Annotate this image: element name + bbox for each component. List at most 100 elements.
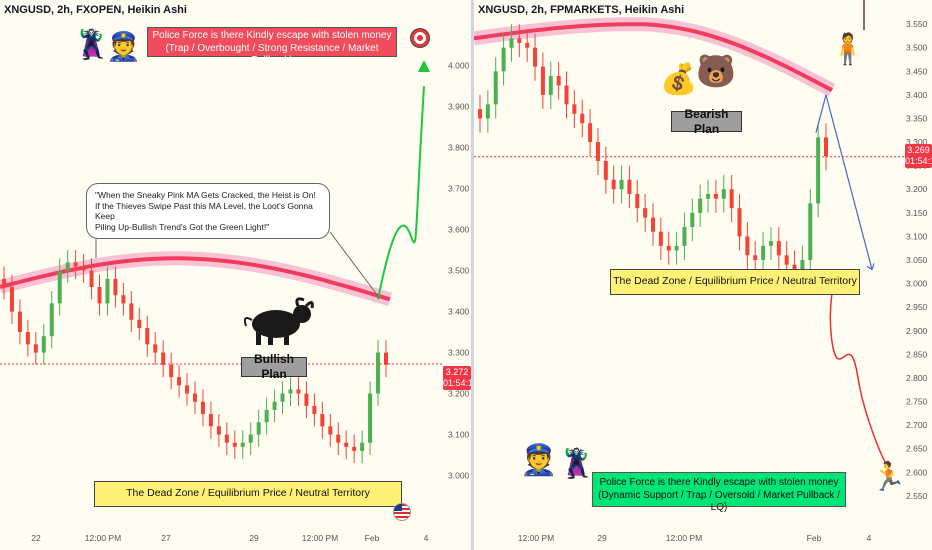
candle <box>193 393 197 402</box>
target-icon <box>410 28 430 48</box>
candle <box>603 160 608 180</box>
y-tick-label: 3.300 <box>906 137 928 147</box>
x-tick-label: 27 <box>161 533 171 543</box>
bearish-arrow-head <box>866 263 875 271</box>
candle <box>792 264 797 270</box>
panel-separator[interactable] <box>471 0 474 550</box>
y-tick-label: 4.000 <box>448 61 470 71</box>
y-tick-label: 3.800 <box>448 143 470 153</box>
candle <box>200 401 205 415</box>
candle <box>296 389 301 394</box>
candle <box>540 66 545 95</box>
y-tick-label: 3.700 <box>448 184 470 194</box>
y-tick-label: 3.900 <box>448 102 470 112</box>
moving-average-line <box>474 22 833 92</box>
robber-icon: 🦹 <box>74 29 109 60</box>
y-tick-label: 3.400 <box>448 307 470 317</box>
candle <box>25 332 30 345</box>
candle <box>320 414 325 427</box>
candle <box>572 104 577 114</box>
x-tick-label: 29 <box>249 533 259 543</box>
candle <box>177 377 182 386</box>
candle <box>768 241 773 246</box>
x-tick-label: 12:00 PM <box>302 533 338 543</box>
right-police-support-line2: (Dynamic Support / Trap / Oversold / Mar… <box>598 489 840 514</box>
right-price-tag: 3.269 01:54:1 <box>905 144 932 168</box>
candle <box>493 71 498 105</box>
candle <box>384 352 388 365</box>
x-tick-label: Feb <box>807 533 822 543</box>
candle <box>288 389 293 394</box>
candle <box>635 193 640 209</box>
candle <box>745 236 750 256</box>
candle <box>713 193 718 199</box>
candle <box>105 278 110 304</box>
speech-line3: Piling Up-Bullish Trend's Got the Green … <box>95 221 270 232</box>
candle <box>336 434 341 443</box>
bearish-projection-line-up <box>815 94 827 133</box>
candle <box>264 409 269 423</box>
y-tick-label: 2.900 <box>906 326 928 336</box>
left-price-countdown: 01:54:1 <box>443 378 471 388</box>
left-price-tag: 3.272 01:54:1 <box>443 366 471 390</box>
right-dead-zone-box: The Dead Zone / Equilibrium Price / Neut… <box>610 269 860 295</box>
x-tick-label: 4 <box>424 533 429 543</box>
y-tick-label: 2.800 <box>906 373 928 383</box>
candle <box>49 303 54 337</box>
y-tick-label: 3.600 <box>448 225 470 235</box>
y-tick-label: 2.650 <box>906 444 928 454</box>
left-chart-svg: 3.000 3.100 3.200 3.300 3.400 3.500 3.600 3.700… <box>0 60 470 543</box>
candle <box>344 442 349 447</box>
right-chart-panel[interactable]: 2.550 2.600 2.650 2.700 2.750 2.800 2.850 2.900… <box>474 0 932 550</box>
candle <box>185 385 190 394</box>
y-tick-label: 2.600 <box>906 467 928 477</box>
left-speech-bubble: "When the Sneaky Pink MA Gets Cracked, t… <box>86 183 330 239</box>
x-tick-label: Feb <box>365 533 380 543</box>
candle <box>816 137 821 204</box>
y-tick-label: 3.000 <box>448 471 470 481</box>
candle <box>129 303 134 320</box>
x-tick-label: 29 <box>597 533 607 543</box>
candle <box>224 434 229 443</box>
candle <box>674 245 679 251</box>
candle <box>145 327 150 345</box>
candle <box>478 109 482 119</box>
candle <box>161 352 166 365</box>
candle <box>113 278 118 296</box>
candle <box>595 142 600 161</box>
candle <box>169 364 174 378</box>
candle <box>737 208 742 237</box>
y-tick-label: 3.500 <box>448 266 470 276</box>
candle <box>272 401 277 410</box>
candle <box>682 226 687 246</box>
bullish-plan-label: Bullish Plan <box>241 352 307 381</box>
candle <box>761 245 766 260</box>
candle <box>698 198 703 213</box>
candle <box>2 278 6 287</box>
candle <box>753 255 758 260</box>
candle <box>33 344 38 353</box>
left-chart-panel[interactable]: 3.000 3.100 3.200 3.300 3.400 3.500 3.600 3.700… <box>0 0 471 550</box>
y-tick-label: 3.500 <box>906 43 928 53</box>
police-officer-icon: 👮 <box>106 31 141 62</box>
candle <box>328 426 333 435</box>
candle <box>564 85 569 105</box>
right-police-support-box: Police Force is there Kindly escape with… <box>592 472 846 513</box>
candle <box>706 193 711 199</box>
candle <box>232 442 237 447</box>
candle <box>784 255 789 265</box>
bearish-projection-line <box>825 94 873 270</box>
candle <box>153 344 158 353</box>
y-tick-label: 2.550 <box>906 491 928 501</box>
x-tick-label: 12:00 PM <box>85 533 121 543</box>
candle <box>312 405 317 415</box>
x-tick-label: 12:00 PM <box>518 533 554 543</box>
bullish-arrow-head <box>418 60 430 72</box>
candle <box>240 442 245 447</box>
left-price-value: 3.272 <box>445 367 469 377</box>
money-stack-icon: 💰 <box>660 63 698 96</box>
left-dead-zone-box: The Dead Zone / Equilibrium Price / Neut… <box>94 481 402 507</box>
candle <box>121 295 126 304</box>
x-tick-label: 12:00 PM <box>666 533 702 543</box>
candle <box>352 446 357 451</box>
